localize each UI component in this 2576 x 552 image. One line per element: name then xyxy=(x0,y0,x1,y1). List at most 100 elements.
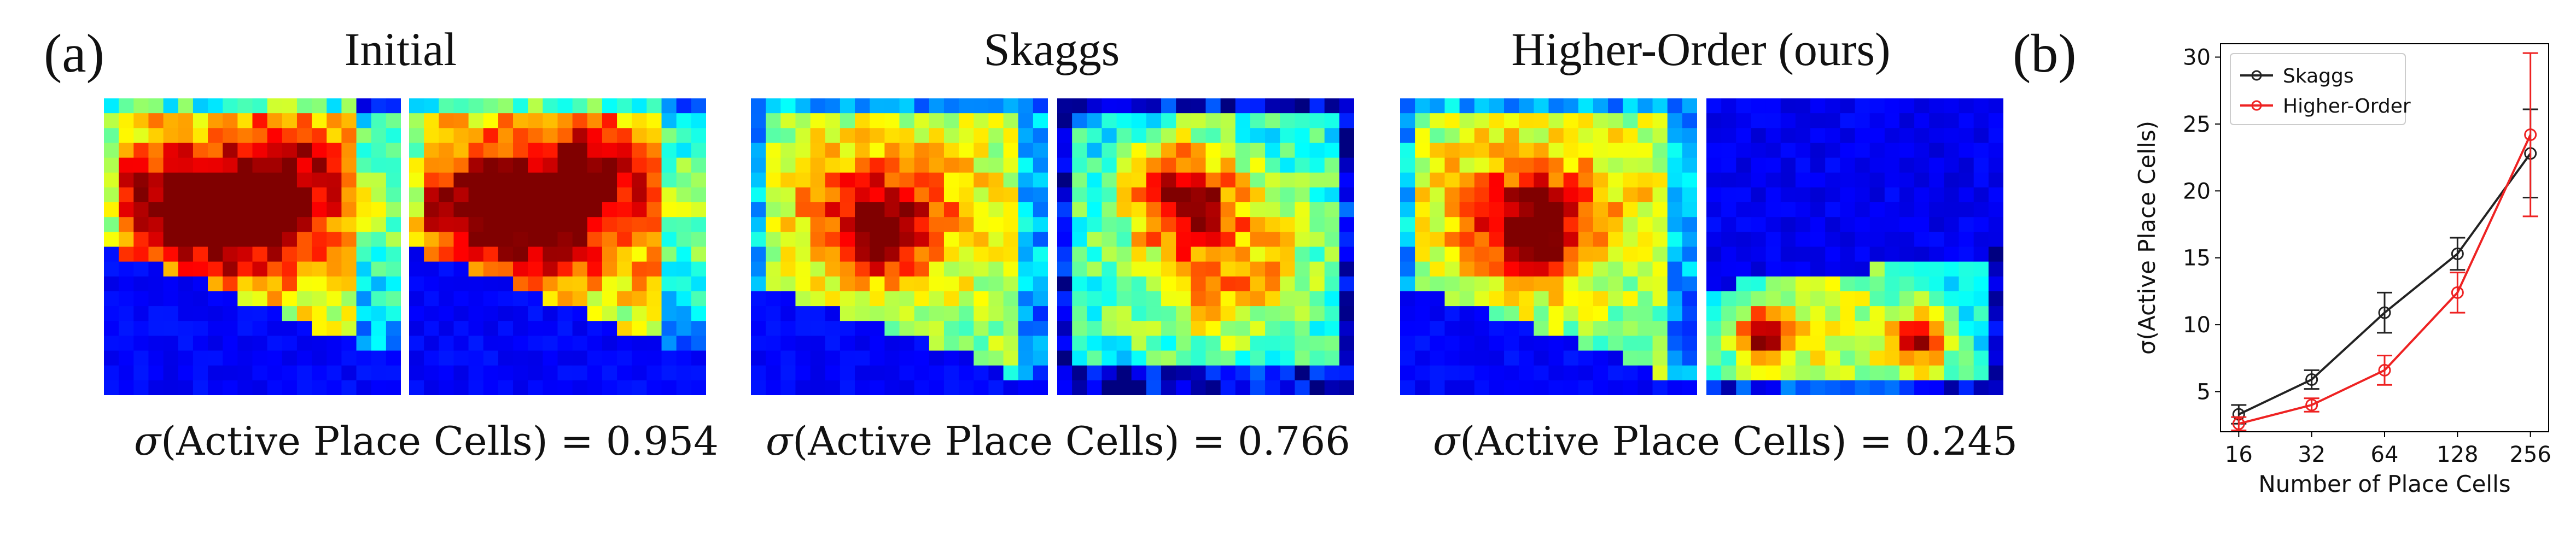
rate-map-bin xyxy=(1855,128,1870,144)
rate-map-bin xyxy=(1161,336,1176,351)
group-title-skaggs: Skaggs xyxy=(983,23,1120,75)
rate-map-bin xyxy=(943,306,959,321)
rate-map-bin xyxy=(1146,98,1162,114)
rate-map-bin xyxy=(1667,380,1683,395)
rate-map-bin xyxy=(766,202,781,218)
rate-map-bin xyxy=(498,187,514,203)
rate-map-bin xyxy=(959,350,974,366)
rate-map-bin xyxy=(1706,232,1722,248)
rate-map-bin xyxy=(1176,291,1191,307)
rate-map-bin xyxy=(193,98,208,114)
rate-map-bin xyxy=(1250,172,1266,188)
rate-map-bin xyxy=(133,306,149,321)
rate-map-bin xyxy=(252,365,268,381)
rate-map-bin xyxy=(646,128,662,144)
rate-map-bin xyxy=(1810,336,1826,351)
rate-map-bin xyxy=(1825,380,1840,395)
rate-map-bin xyxy=(959,113,974,128)
rate-map-bin xyxy=(855,365,870,381)
rate-map-bin xyxy=(870,187,885,203)
rate-map-bin xyxy=(1810,98,1826,114)
rate-map-bin xyxy=(371,172,387,188)
rate-map-bin xyxy=(1608,113,1623,128)
rate-map-bin xyxy=(1780,321,1796,336)
rate-map-bin xyxy=(178,217,194,232)
rate-map-bin xyxy=(1474,306,1490,321)
rate-map-bin xyxy=(528,202,543,218)
rate-map-bin xyxy=(1400,217,1415,232)
rate-map-bin xyxy=(959,291,974,307)
rate-map-bin xyxy=(1637,172,1653,188)
rate-map-bin xyxy=(1489,113,1505,128)
rate-map-bin xyxy=(884,232,900,248)
rate-map-bin xyxy=(267,202,283,218)
rate-map-bin xyxy=(1563,276,1579,292)
rate-map-bin xyxy=(1519,261,1534,277)
rate-map-bin xyxy=(1623,217,1638,232)
rate-map-bin xyxy=(1840,98,1856,114)
rate-map-bin xyxy=(1944,306,1960,321)
rate-map-bin xyxy=(1415,172,1430,188)
rate-map-bin xyxy=(439,276,454,292)
rate-map-bin xyxy=(1087,232,1103,248)
rate-map-bin xyxy=(133,232,149,248)
rate-map-bin xyxy=(766,98,781,114)
rate-map-bin xyxy=(1430,321,1446,336)
rate-map-bin xyxy=(543,217,558,232)
rate-map-bin xyxy=(691,202,706,218)
rate-map-bin xyxy=(1415,380,1430,395)
rate-map-bin xyxy=(1415,291,1430,307)
rate-map-bin xyxy=(587,232,603,248)
rate-map-bin xyxy=(1652,157,1668,173)
rate-map-bin xyxy=(1087,157,1103,173)
rate-map-bin xyxy=(557,365,573,381)
rate-map-bin xyxy=(483,232,499,248)
rate-map-bin xyxy=(1765,187,1781,203)
rate-map-bin xyxy=(178,261,194,277)
rate-map-bin xyxy=(356,157,372,173)
rate-map-bin xyxy=(766,336,781,351)
rate-map-bin xyxy=(1235,261,1251,277)
rate-map-bin xyxy=(587,172,603,188)
rate-map-bin xyxy=(572,246,588,262)
rate-map-bin xyxy=(572,202,588,218)
rate-map-bin xyxy=(1444,202,1460,218)
rate-map-bin xyxy=(840,350,855,366)
rate-map-bin xyxy=(1855,291,1870,307)
rate-map-bin xyxy=(1623,246,1638,262)
rate-map-bin xyxy=(1682,306,1697,321)
rate-map-bin xyxy=(691,306,706,321)
rate-map-bin xyxy=(661,202,677,218)
rate-map-bin xyxy=(119,202,134,218)
rate-map-bin xyxy=(1489,98,1505,114)
rate-map-bin xyxy=(424,98,439,114)
rate-map-bin xyxy=(825,98,841,114)
rate-map-bin xyxy=(840,291,855,307)
rate-map-bin xyxy=(1033,187,1048,203)
rate-map-bin xyxy=(1131,246,1147,262)
rate-map-bin xyxy=(646,291,662,307)
rate-map-bin xyxy=(1489,217,1505,232)
rate-map-bin xyxy=(498,232,514,248)
rate-map-bin xyxy=(1623,365,1638,381)
rate-map-bin xyxy=(208,261,223,277)
rate-map-bin xyxy=(1682,217,1697,232)
rate-map-initial-2 xyxy=(409,98,706,395)
rate-map-bin xyxy=(1205,128,1221,144)
rate-map-bin xyxy=(825,365,841,381)
rate-map-bin xyxy=(312,306,327,321)
rate-map-bin xyxy=(1146,276,1162,292)
rate-map-bin xyxy=(1682,350,1697,366)
rate-map-bin xyxy=(439,380,454,395)
rate-map-bin xyxy=(1736,306,1752,321)
rate-map-bin xyxy=(914,217,930,232)
rate-map-bin xyxy=(1324,98,1340,114)
rate-map-bin xyxy=(371,276,387,292)
rate-map-bin xyxy=(974,365,989,381)
rate-map-bin xyxy=(1623,291,1638,307)
rate-map-bin xyxy=(1855,261,1870,277)
rate-map-bin xyxy=(1295,172,1310,188)
rate-map-bin xyxy=(617,350,632,366)
rate-map-bin xyxy=(1072,246,1087,262)
rate-map-bin xyxy=(178,187,194,203)
